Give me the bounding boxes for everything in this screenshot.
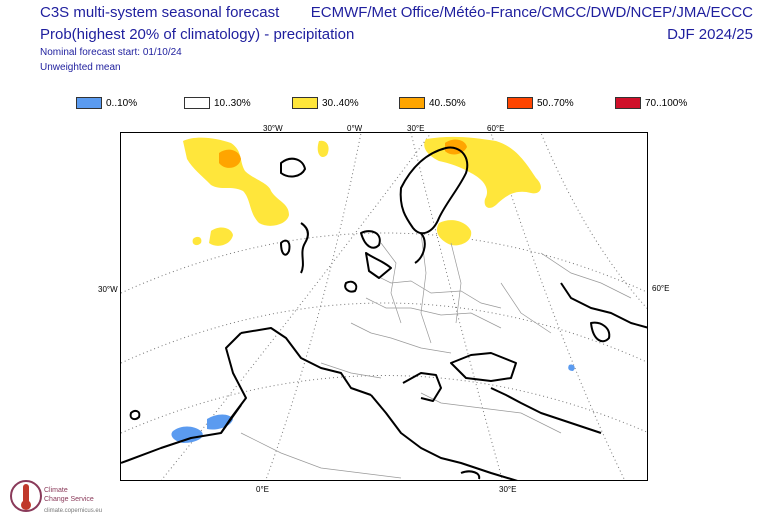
map-svg [121, 133, 647, 480]
graticule [121, 133, 647, 480]
logo-ring-icon [10, 480, 42, 512]
map-variable: Prob(highest 20% of climatology) - preci… [40, 26, 355, 43]
europe-precip-map [120, 132, 648, 481]
country-borders [240, 232, 632, 479]
prob-30-40-areas [183, 136, 541, 246]
forecast-start: Nominal forecast start: 01/10/24 [40, 47, 182, 58]
map-title: C3S multi-system seasonal forecast [40, 4, 280, 21]
logo-line1: Climate [44, 487, 68, 494]
legend-swatch [615, 97, 641, 109]
thermometer-icon [23, 484, 29, 504]
grid-label-left-30w: 30°W [98, 285, 118, 294]
logo-url: climate.copernicus.eu [44, 508, 103, 514]
legend-item-30-40: 30..40% [292, 96, 359, 110]
copernicus-logo [10, 480, 42, 512]
grid-label-bottom-30e: 30°E [499, 485, 517, 494]
legend-label: 70..100% [645, 97, 688, 109]
forecast-centres: ECMWF/Met Office/Météo-France/CMCC/DWD/N… [310, 4, 753, 21]
coastlines [121, 146, 647, 480]
legend-swatch [76, 97, 102, 109]
legend-item-40-50: 40..50% [399, 96, 466, 110]
legend-item-70-100: 70..100% [615, 96, 687, 110]
grid-label-top-0w: 0°W [347, 124, 363, 133]
legend-swatch [184, 97, 210, 109]
grid-label-right-60e: 60°E [652, 284, 670, 293]
legend-item-50-70: 50..70% [507, 96, 574, 110]
legend-swatch [292, 97, 318, 109]
legend-label: 30..40% [322, 97, 359, 109]
grid-label-top-60e: 60°E [487, 124, 505, 133]
grid-label-bottom-0e: 0°E [256, 485, 269, 494]
thermometer-bulb-icon [21, 500, 31, 510]
legend-item-10-30: 10..30% [184, 96, 251, 110]
legend-swatch [507, 97, 533, 109]
legend-label: 0..10% [106, 97, 138, 109]
logo-line2: Change Service [44, 496, 94, 503]
legend-item-0-10: 0..10% [76, 96, 137, 110]
legend-swatch [399, 97, 425, 109]
weighting-note: Unweighted mean [40, 62, 121, 73]
season-label: DJF 2024/25 [667, 26, 753, 43]
legend-label: 40..50% [429, 97, 466, 109]
legend-label: 10..30% [214, 97, 251, 109]
prob-0-10-areas [171, 364, 575, 443]
grid-label-top-30w: 30°W [263, 124, 283, 133]
grid-label-top-30e: 30°E [407, 124, 425, 133]
legend-label: 50..70% [537, 97, 574, 109]
